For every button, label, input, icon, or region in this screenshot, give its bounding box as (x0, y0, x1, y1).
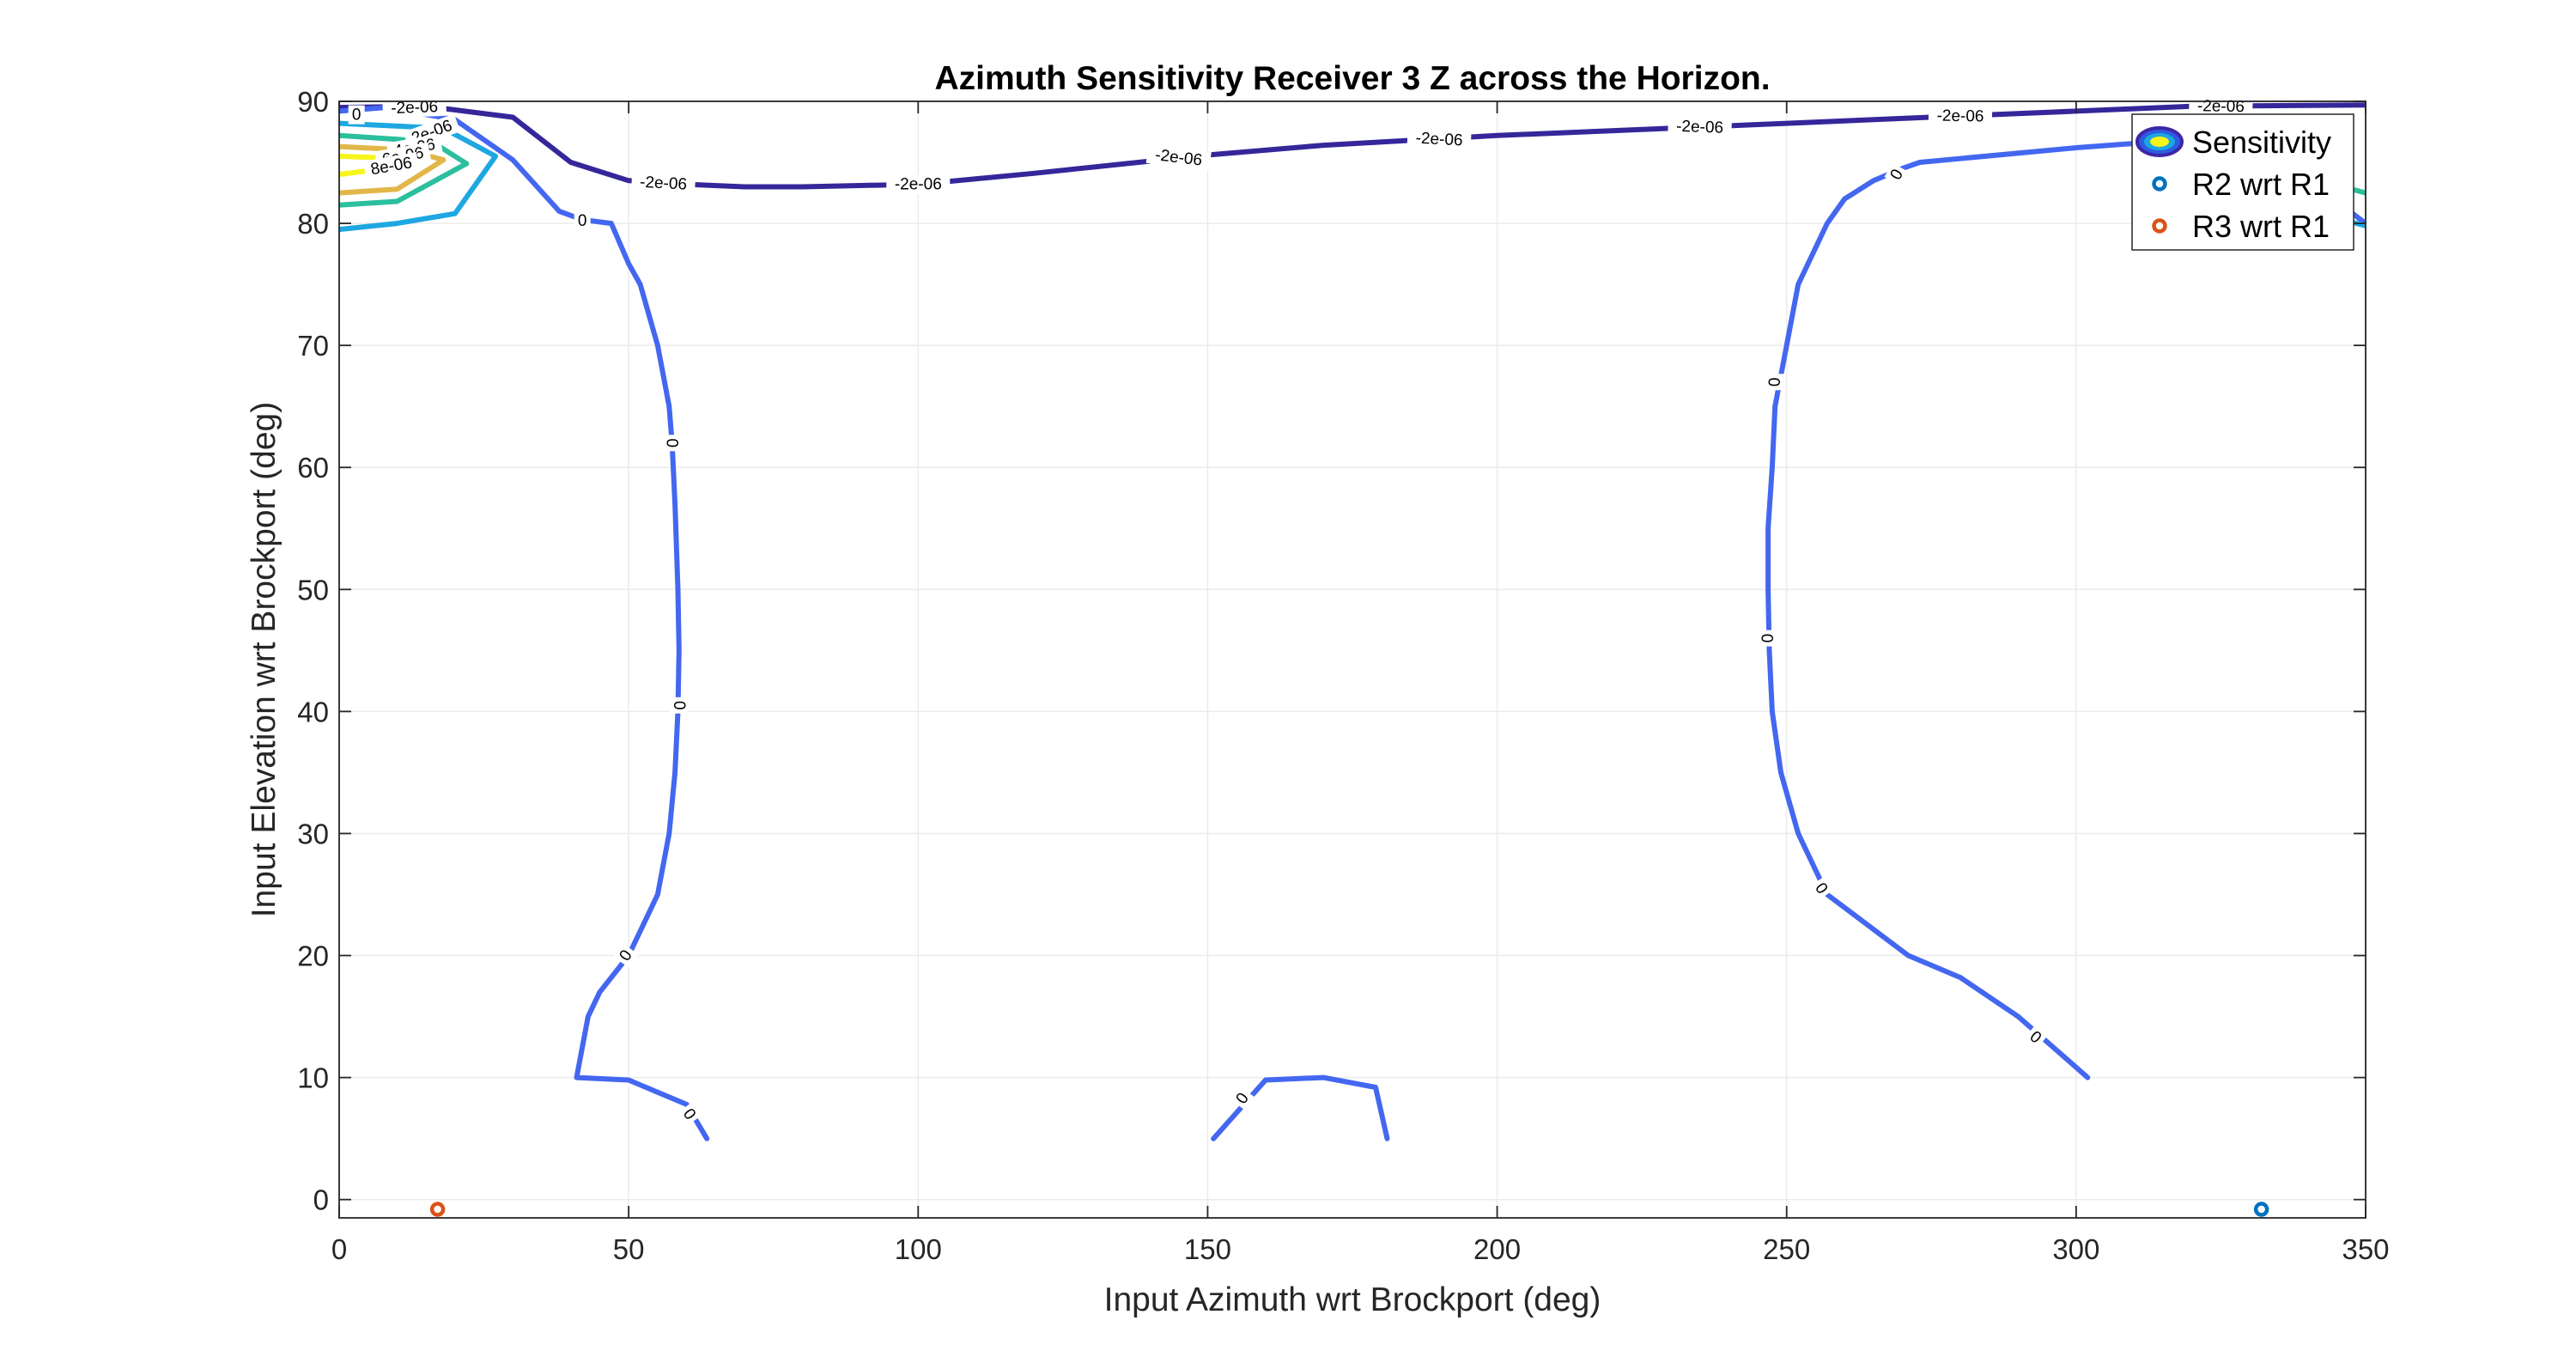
contour-label-text: -2e-06 (2197, 97, 2245, 116)
receiver-points (429, 1202, 2269, 1217)
chart-title: Azimuth Sensitivity Receiver 3 Z across … (934, 60, 1770, 97)
contour-label-text: 0 (670, 701, 688, 710)
contour-label: 0 (2023, 1025, 2049, 1050)
contour-label: 0 (348, 105, 365, 125)
contour-label-text: -2e-06 (1676, 118, 1724, 137)
plot-area-frame (338, 100, 2366, 1219)
contour-label-bg (1884, 162, 1910, 186)
x-tick-label: 250 (1763, 1233, 1810, 1265)
contour-label-bg (362, 151, 420, 180)
contour-label-bg (631, 172, 696, 195)
contour-label-bg (1808, 876, 1834, 901)
contour-label: -2e-06 (1145, 143, 1212, 171)
contour-line-6e-06 (339, 143, 447, 196)
contour-label: -2e-06 (1668, 116, 1732, 138)
contour-label: 0 (1230, 1086, 1255, 1111)
x-tick-label: 50 (613, 1233, 645, 1265)
y-tick-label: 0 (313, 1184, 329, 1216)
contour-label-text: -2e-06 (1415, 130, 1463, 150)
axis-ticks: 0 50 100 150 200 250 300 350 0 10 20 30 40 50 60 70 80 90 (297, 86, 2389, 1265)
contour-label: 0 (1765, 374, 1785, 391)
contour-label: 0 (613, 943, 639, 968)
legend-entry-label: Sensitivity (2192, 125, 2331, 160)
contour-labels: -2e-06 -2e-06 -2e-06 -2e-06 -2e-06 -2e-06 -2e-… (348, 96, 2253, 1127)
point-r2-wrt-r1 (2253, 1202, 2269, 1217)
contour-label-bg (382, 96, 447, 119)
y-tick-label: 60 (297, 452, 329, 484)
x-tick-label: 200 (1473, 1233, 1521, 1265)
contour-label-bg (1406, 128, 1472, 150)
contour-label-bg (886, 174, 951, 194)
x-tick-label: 150 (1184, 1233, 1231, 1265)
contour-label-text: -2e-06 (391, 98, 439, 118)
contour-label: -2e-06 (886, 174, 951, 194)
contour-label-text: 0 (1759, 634, 1777, 643)
contour-line--2e-06 (339, 102, 2366, 190)
contour-label: -2e-06 (631, 172, 696, 195)
contour-label-bg (1145, 143, 1212, 171)
contour-line-4e-06 (339, 132, 470, 208)
y-tick-label: 20 (297, 940, 329, 972)
point-r3-wrt-r1 (429, 1202, 446, 1217)
contour-label: -2e-06 (2189, 96, 2253, 117)
contour-label: 0 (662, 435, 682, 452)
contour-label-bg (1928, 106, 1993, 126)
contour-label: 0 (1808, 876, 1834, 901)
contour-label: -2e-06 (382, 96, 447, 119)
x-tick-label: 0 (331, 1233, 347, 1265)
contour-label-bg (1759, 630, 1778, 647)
contour-label: 0 (669, 697, 689, 714)
y-tick-label: 90 (297, 86, 329, 118)
contour-label: 0 (1884, 162, 1910, 186)
legend-entry-label: R3 wrt R1 (2192, 209, 2330, 244)
y-tick-label: 80 (297, 208, 329, 240)
legend-marker (2152, 218, 2167, 234)
x-tick-label: 300 (2052, 1233, 2099, 1265)
legend-entry-label: R2 wrt R1 (2192, 167, 2330, 202)
contour-label: 0 (574, 211, 591, 231)
contour-label-text: 0 (578, 212, 587, 230)
contour-label-bg (2023, 1025, 2049, 1050)
contour-label: 0 (677, 1102, 702, 1127)
x-tick-label: 350 (2342, 1233, 2389, 1265)
contour-label-text: 0 (352, 106, 361, 125)
contour-label-bg (348, 105, 365, 125)
contour-label-text: 0 (1766, 378, 1784, 387)
contour-label-bg (1668, 116, 1732, 138)
contour-label-text: -2e-06 (1936, 107, 1984, 126)
contour-label-bg (662, 435, 682, 452)
y-tick-label: 70 (297, 330, 329, 362)
contour-label-bg (677, 1102, 702, 1127)
contour-label: -2e-06 (1406, 128, 1472, 150)
x-axis-label: Input Azimuth wrt Brockport (deg) (1104, 1281, 1601, 1318)
contour-label-text: -2e-06 (895, 176, 942, 194)
contour-label: -2e-06 (1928, 106, 1993, 126)
y-tick-label: 50 (297, 574, 329, 606)
contour-label-bg (669, 697, 689, 714)
legend-marker (2152, 176, 2167, 192)
contour-line-0 (339, 105, 710, 1141)
legend: Sensitivity R2 wrt R1 R3 wrt R1 (2131, 113, 2354, 251)
contour-label-bg (1765, 374, 1785, 391)
contour-label-text: 0 (663, 439, 681, 448)
contour-label-text: -2e-06 (640, 173, 688, 194)
y-tick-label: 10 (297, 1062, 329, 1094)
contour-line-0 (1765, 132, 2366, 1080)
contour-label-bg (1230, 1086, 1255, 1111)
legend-contour-swatch-inner (2150, 137, 2169, 147)
x-tick-label: 100 (895, 1233, 942, 1265)
contour-label: 0 (1759, 630, 1778, 647)
contour-label-bg (574, 211, 591, 231)
y-tick-label: 30 (297, 818, 329, 849)
y-axis-label: Input Elevation wrt Brockport (deg) (246, 402, 283, 917)
y-tick-label: 40 (297, 696, 329, 727)
contour-label-bg (613, 943, 639, 968)
